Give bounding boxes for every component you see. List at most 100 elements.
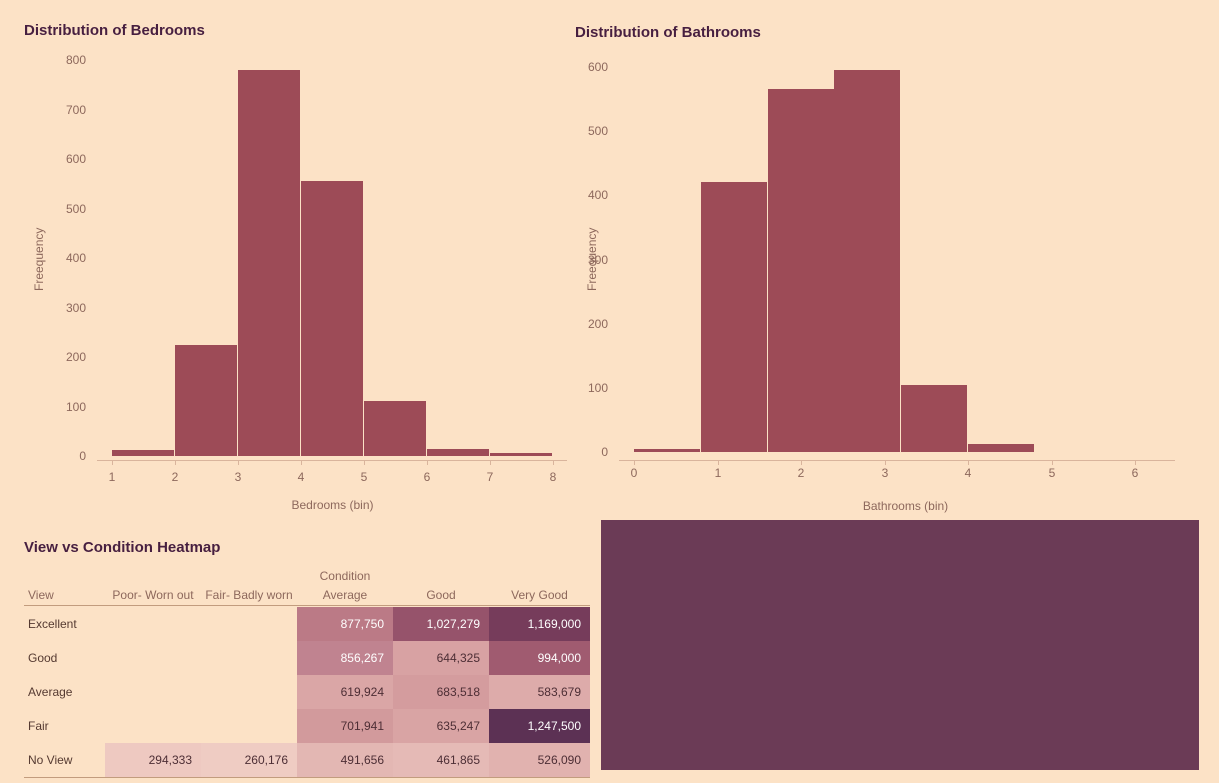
x-axis-tick-mark bbox=[301, 460, 302, 465]
heatmap-cell[interactable]: 461,865 bbox=[393, 743, 489, 777]
heatmap-cell[interactable]: 619,924 bbox=[297, 675, 393, 709]
x-axis-tick-mark bbox=[112, 460, 113, 465]
y-axis-tick-label: 700 bbox=[65, 103, 86, 117]
y-axis-tick-label: 0 bbox=[601, 445, 608, 459]
heatmap-cell[interactable]: 856,267 bbox=[297, 641, 393, 675]
bathrooms-chart-title: Distribution of Bathrooms bbox=[575, 24, 761, 41]
heatmap-row-label: Average bbox=[28, 685, 73, 699]
heatmap-column-header: Good bbox=[426, 588, 456, 602]
heatmap-title: View vs Condition Heatmap bbox=[24, 539, 221, 556]
heatmap-cell[interactable]: 1,169,000 bbox=[489, 607, 590, 641]
heatmap-column-header: Poor- Worn out bbox=[112, 588, 194, 602]
bedrooms-x-axis-line bbox=[97, 460, 567, 461]
x-axis-tick-mark bbox=[175, 460, 176, 465]
y-axis-tick-label: 100 bbox=[65, 400, 86, 414]
histogram-bar[interactable] bbox=[968, 444, 1034, 452]
heatmap-cell[interactable]: 994,000 bbox=[489, 641, 590, 675]
x-axis-tick-mark bbox=[427, 460, 428, 465]
heatmap-column-header: Fair- Badly worn bbox=[205, 588, 293, 602]
x-axis-tick-label: 6 bbox=[423, 470, 431, 484]
heatmap-column-header: Average bbox=[322, 588, 368, 602]
x-axis-tick-label: 2 bbox=[797, 466, 805, 480]
bedrooms-histogram-panel: Distribution of Bedrooms Freequency Bedr… bbox=[0, 0, 600, 516]
x-axis-tick-label: 2 bbox=[171, 470, 179, 484]
bathrooms-histogram-panel: Distribution of Bathrooms Freequency Bat… bbox=[575, 0, 1219, 516]
x-axis-tick-label: 1 bbox=[714, 466, 722, 480]
x-axis-tick-label: 8 bbox=[549, 470, 557, 484]
histogram-bar[interactable] bbox=[901, 385, 967, 452]
histogram-bar[interactable] bbox=[834, 70, 900, 452]
x-axis-tick-mark bbox=[634, 460, 635, 465]
heatmap-cell[interactable]: 491,656 bbox=[297, 743, 393, 777]
x-axis-tick-label: 0 bbox=[630, 466, 638, 480]
heatmap-row-label: No View bbox=[28, 753, 73, 767]
histogram-bar[interactable] bbox=[490, 453, 552, 456]
heatmap-header-rule bbox=[24, 605, 590, 606]
histogram-bar[interactable] bbox=[427, 449, 489, 456]
x-axis-tick-mark bbox=[885, 460, 886, 465]
x-axis-tick-label: 4 bbox=[964, 466, 972, 480]
histogram-bar[interactable] bbox=[768, 89, 834, 452]
y-axis-tick-label: 400 bbox=[587, 188, 608, 202]
bedrooms-y-axis-title: Freequency bbox=[32, 227, 46, 291]
heatmap-row-label: Good bbox=[28, 651, 58, 665]
x-axis-tick-mark bbox=[1135, 460, 1136, 465]
heatmap-cell[interactable]: 260,176 bbox=[201, 743, 297, 777]
bathrooms-x-axis-title: Bathrooms (bin) bbox=[862, 499, 949, 513]
unlabeled-dark-panel[interactable] bbox=[601, 520, 1199, 770]
y-axis-tick-label: 100 bbox=[587, 381, 608, 395]
heatmap-cell[interactable]: 635,247 bbox=[393, 709, 489, 743]
heatmap-view-axis-label: View bbox=[28, 588, 54, 602]
x-axis-tick-mark bbox=[364, 460, 365, 465]
heatmap-cell[interactable]: 1,027,279 bbox=[393, 607, 489, 641]
heatmap-cell[interactable]: 701,941 bbox=[297, 709, 393, 743]
histogram-bar[interactable] bbox=[634, 449, 700, 452]
y-axis-tick-label: 500 bbox=[65, 202, 86, 216]
histogram-bar[interactable] bbox=[112, 450, 174, 456]
y-axis-tick-label: 600 bbox=[587, 60, 608, 74]
bedrooms-chart-title: Distribution of Bedrooms bbox=[24, 22, 205, 39]
y-axis-tick-label: 200 bbox=[65, 350, 86, 364]
histogram-bar[interactable] bbox=[301, 181, 363, 456]
y-axis-tick-label: 600 bbox=[65, 152, 86, 166]
x-axis-tick-label: 7 bbox=[486, 470, 494, 484]
y-axis-tick-label: 300 bbox=[587, 253, 608, 267]
x-axis-tick-mark bbox=[238, 460, 239, 465]
bathrooms-plot-area bbox=[634, 67, 1177, 452]
heatmap-cell[interactable]: 877,750 bbox=[297, 607, 393, 641]
x-axis-tick-label: 1 bbox=[108, 470, 116, 484]
heatmap-cell[interactable]: 294,333 bbox=[105, 743, 201, 777]
histogram-bar[interactable] bbox=[175, 345, 237, 456]
x-axis-tick-mark bbox=[718, 460, 719, 465]
x-axis-tick-label: 4 bbox=[297, 470, 305, 484]
y-axis-tick-label: 0 bbox=[79, 449, 86, 463]
heatmap-condition-axis-label: Condition bbox=[319, 569, 371, 583]
heatmap-cell[interactable]: 644,325 bbox=[393, 641, 489, 675]
heatmap-panel: View vs Condition Heatmap Condition View… bbox=[0, 520, 600, 783]
x-axis-tick-label: 3 bbox=[234, 470, 242, 484]
heatmap-cell[interactable]: 583,679 bbox=[489, 675, 590, 709]
x-axis-tick-label: 5 bbox=[360, 470, 368, 484]
heatmap-row-label: Excellent bbox=[28, 617, 77, 631]
bedrooms-x-axis-title: Bedrooms (bin) bbox=[291, 498, 374, 512]
histogram-bar[interactable] bbox=[701, 182, 767, 452]
x-axis-tick-label: 5 bbox=[1048, 466, 1056, 480]
heatmap-cell[interactable]: 526,090 bbox=[489, 743, 590, 777]
heatmap-bottom-rule bbox=[24, 777, 590, 778]
y-axis-tick-label: 800 bbox=[65, 53, 86, 67]
x-axis-tick-label: 6 bbox=[1131, 466, 1139, 480]
bedrooms-plot-area bbox=[112, 60, 553, 456]
histogram-bar[interactable] bbox=[238, 70, 300, 456]
x-axis-tick-label: 3 bbox=[881, 466, 889, 480]
histogram-bar[interactable] bbox=[364, 401, 426, 456]
bathrooms-x-axis-line bbox=[619, 460, 1175, 461]
heatmap-cell[interactable]: 1,247,500 bbox=[489, 709, 590, 743]
x-axis-tick-mark bbox=[553, 460, 554, 465]
y-axis-tick-label: 400 bbox=[65, 251, 86, 265]
heatmap-cell[interactable]: 683,518 bbox=[393, 675, 489, 709]
heatmap-row-label: Fair bbox=[28, 719, 49, 733]
x-axis-tick-mark bbox=[1052, 460, 1053, 465]
x-axis-tick-mark bbox=[490, 460, 491, 465]
y-axis-tick-label: 500 bbox=[587, 124, 608, 138]
